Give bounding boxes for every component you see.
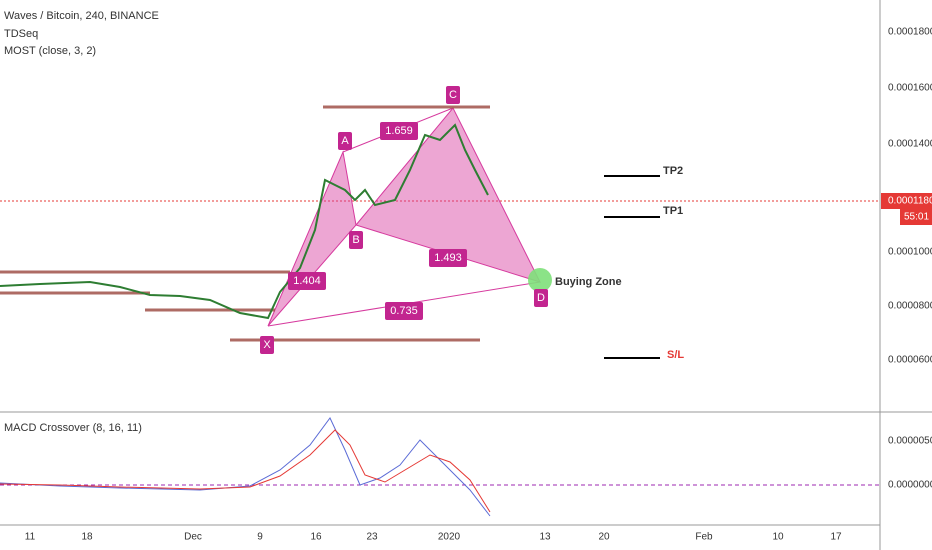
countdown: 55:01 [904,212,929,223]
time-label: 20 [598,532,610,543]
time-label: 17 [830,532,842,543]
buying-zone-marker [528,268,552,292]
price-label: 0.0001400 [888,139,932,150]
time-label: Feb [695,532,713,543]
buying-zone: Buying Zone [555,276,622,288]
time-label: 16 [310,532,322,543]
ratio-label: 1.659 [385,125,413,137]
countdown-box [900,209,932,225]
ratio-label: 1.493 [434,252,462,264]
signal-line [0,429,491,513]
symbol: Waves / Bitcoin, 240, BINANCE [4,10,159,22]
indicator: TDSeq [4,28,38,40]
point-label: A [341,135,349,147]
macd-axis-label: 0.0000000 [888,480,932,491]
macd-axis-label: 0.0000050 [888,436,932,447]
ratio-box [288,272,326,290]
point-box [260,336,274,354]
tp2: TP2 [663,165,683,177]
time-label: 18 [81,532,93,543]
point-label: C [449,89,457,101]
last-price-box [881,193,932,209]
macd-title: MACD Crossover (8, 16, 11) [4,422,142,434]
ratio-box [429,249,467,267]
time-label: Dec [184,532,202,543]
point-label: D [537,292,545,304]
price-label: 0.0001000 [888,247,932,258]
time-label: 23 [366,532,378,543]
point-box [349,231,363,249]
indicator: MOST (close, 3, 2) [4,45,96,57]
price-label: 0.0001600 [888,83,932,94]
macd-line [0,417,491,517]
last-price: 0.0001180 [888,196,932,207]
price-label: 0.0001800 [888,27,932,38]
point-box [446,86,460,104]
tp1: TP1 [663,205,683,217]
time-label: 9 [257,532,263,543]
time-label: 11 [25,532,36,543]
point-label: X [263,339,271,351]
time-label: 2020 [438,532,461,543]
ratio-label: 1.404 [293,275,321,287]
time-label: 10 [772,532,784,543]
price-line [0,123,489,320]
ratio-label: 0.735 [390,305,418,317]
point-box [338,132,352,150]
point-box [534,289,548,307]
ratio-box [385,302,423,320]
stop-loss: S/L [667,349,684,361]
time-label: 13 [539,532,551,543]
ratio-box [380,122,418,140]
price-label: 0.0000600 [888,355,932,366]
price-label: 0.0000800 [888,301,932,312]
point-label: B [352,234,359,246]
